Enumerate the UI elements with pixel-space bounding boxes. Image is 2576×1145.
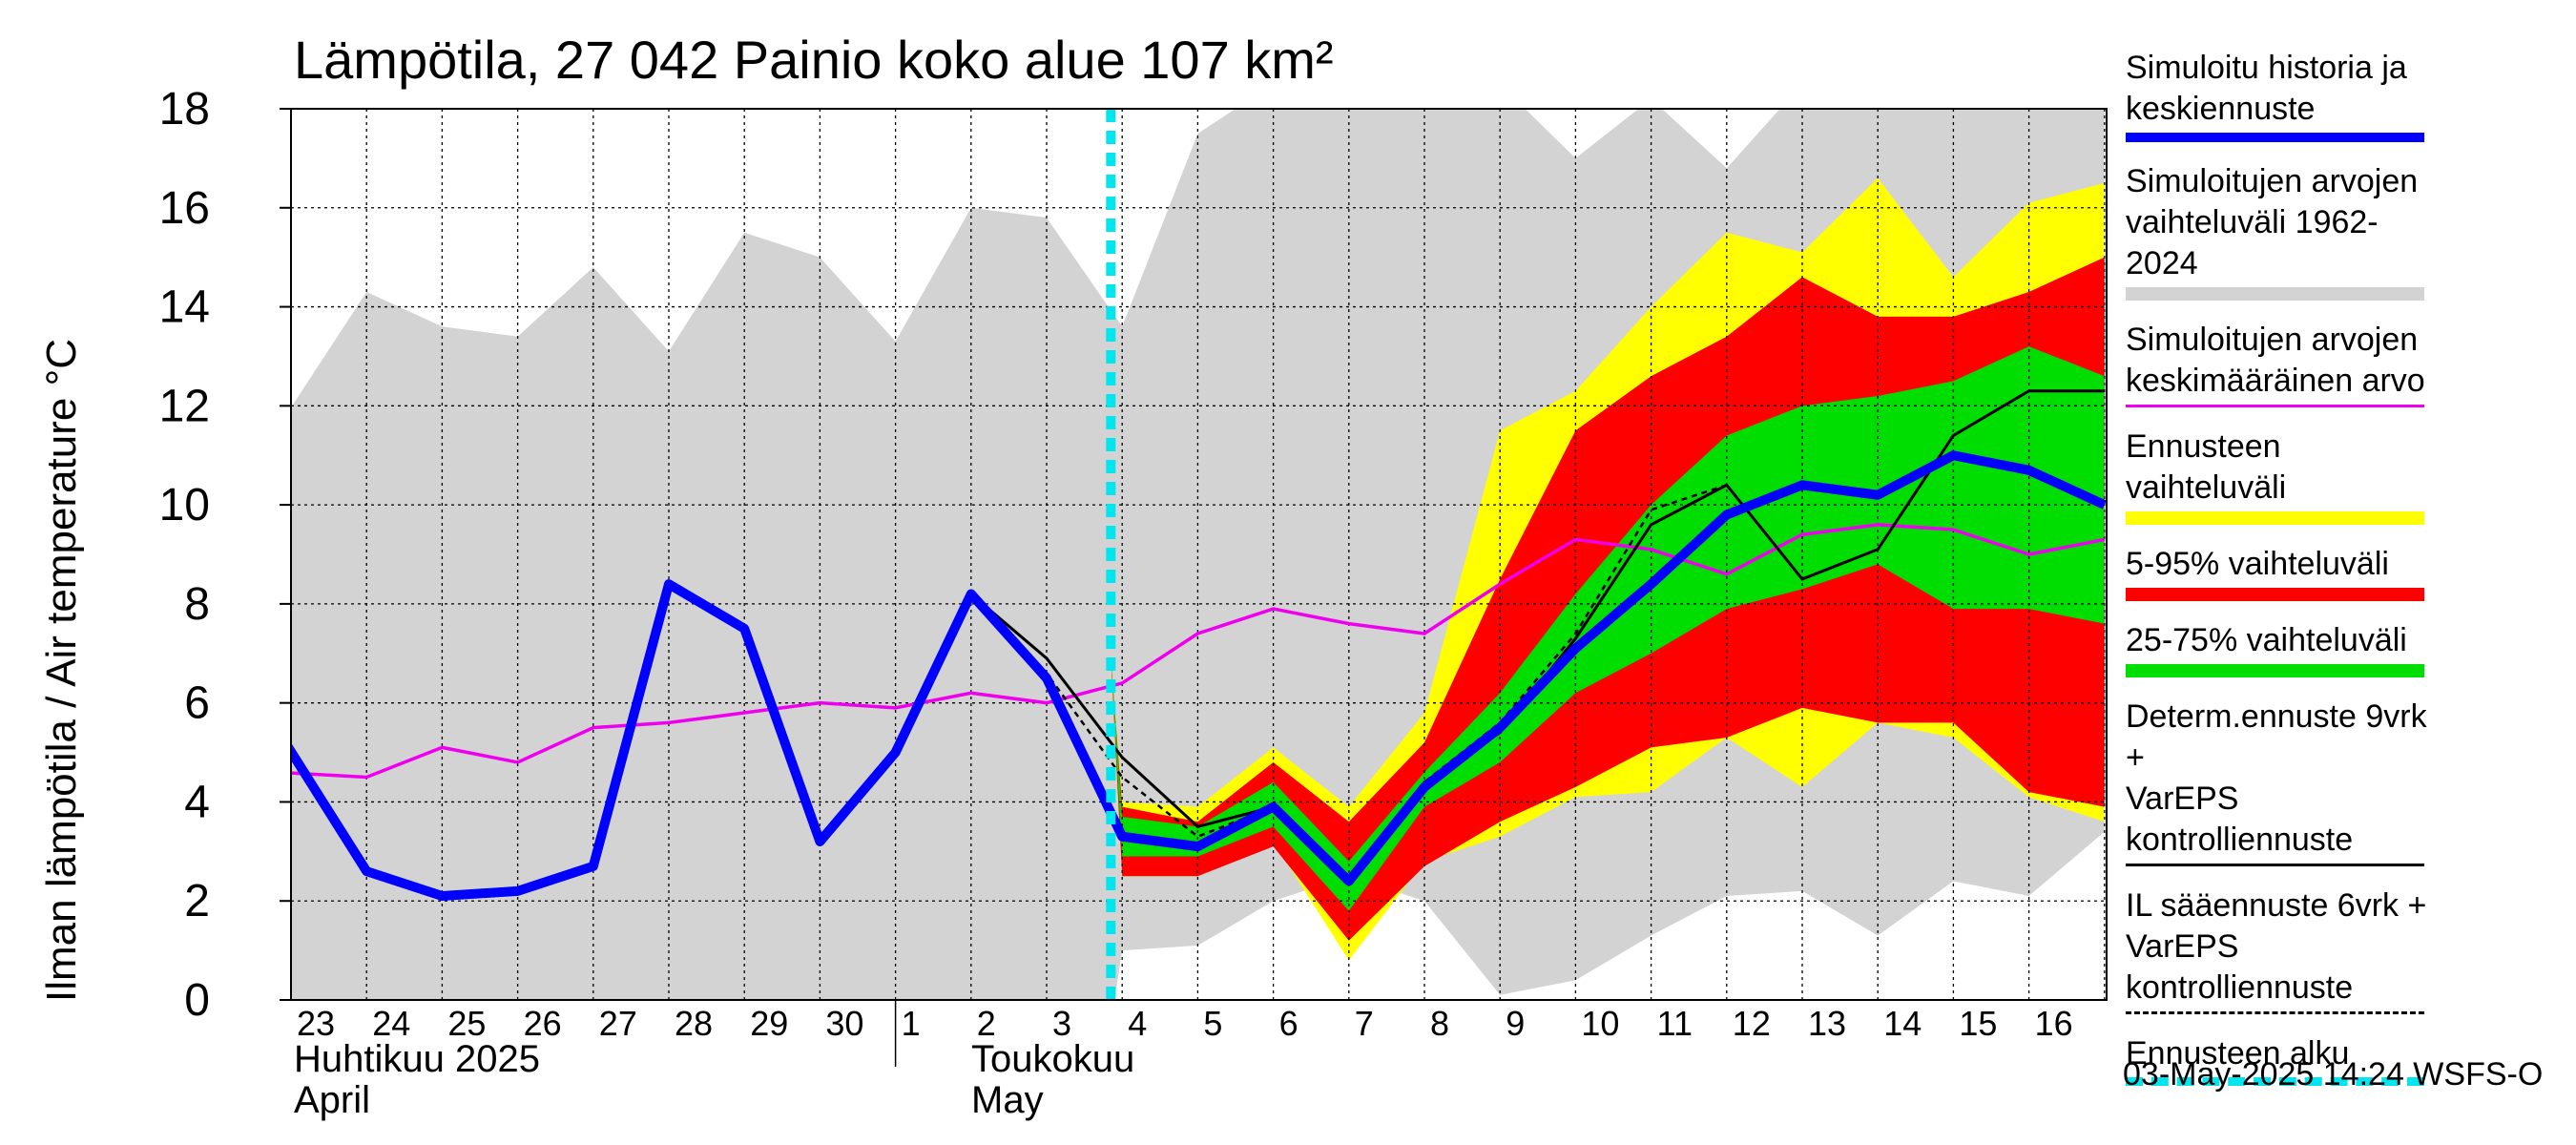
x-tick-label: 24 bbox=[372, 1004, 410, 1043]
legend-label: 25-75% vaihteluväli bbox=[2126, 622, 2407, 658]
legend-item: 25-75% vaihteluväli bbox=[2126, 620, 2441, 677]
y-tick-label: 6 bbox=[184, 678, 210, 729]
plot-area bbox=[291, 109, 2107, 1000]
x-tick-label: 1 bbox=[902, 1004, 921, 1043]
y-tick-label: 18 bbox=[159, 84, 210, 135]
y-tick-label: 2 bbox=[184, 876, 210, 926]
legend-label: IL sääennuste 6vrk + VarEPS kontrollienn… bbox=[2126, 887, 2427, 1006]
timestamp-footer: 03-May-2025 14:24 WSFS-O bbox=[2123, 1056, 2544, 1093]
x-tick-label: 12 bbox=[1733, 1004, 1771, 1043]
legend-swatch bbox=[2126, 287, 2424, 301]
y-axis-label: Ilman lämpötila / Air temperature °C bbox=[38, 339, 85, 1002]
legend-label: Ennusteen vaihteluväli bbox=[2126, 428, 2287, 506]
legend-item: Ennusteen vaihteluväli bbox=[2126, 427, 2441, 525]
legend-item: Ennusteen alku bbox=[2126, 1033, 2441, 1086]
legend-swatch bbox=[2126, 405, 2424, 407]
legend-swatch bbox=[2126, 511, 2424, 525]
legend-label: Simuloitujen arvojen vaihteluväli 1962-2… bbox=[2126, 163, 2419, 281]
legend-swatch bbox=[2126, 588, 2424, 601]
x-tick-label: 25 bbox=[447, 1004, 486, 1043]
legend-item: Simuloitujen arvojen vaihteluväli 1962-2… bbox=[2126, 161, 2441, 301]
chart-title: Lämpötila, 27 042 Painio koko alue 107 k… bbox=[294, 30, 1334, 90]
x-tick-label: 6 bbox=[1279, 1004, 1298, 1043]
legend-swatch bbox=[2126, 133, 2424, 142]
month-label-april-fi: Huhtikuu 2025 bbox=[294, 1038, 540, 1080]
x-tick-label: 13 bbox=[1808, 1004, 1846, 1043]
y-tick-label: 8 bbox=[184, 579, 210, 630]
y-tick-label: 4 bbox=[184, 777, 210, 827]
legend-item: Determ.ennuste 9vrk + VarEPS kontrollien… bbox=[2126, 697, 2441, 866]
legend: Simuloitu historia ja keskiennuste Simulo… bbox=[2126, 48, 2441, 1105]
x-tick-label: 15 bbox=[1959, 1004, 1997, 1043]
legend-label: Simuloitu historia ja keskiennuste bbox=[2126, 50, 2407, 127]
x-tick-label: 23 bbox=[297, 1004, 335, 1043]
month-label-april-en: April bbox=[294, 1079, 371, 1121]
legend-label: Determ.ennuste 9vrk + VarEPS kontrollien… bbox=[2126, 698, 2427, 858]
legend-label: Simuloitujen arvojen keskimääräinen arvo bbox=[2126, 322, 2425, 399]
x-tick-label: 29 bbox=[750, 1004, 788, 1043]
x-tick-label: 27 bbox=[599, 1004, 637, 1043]
legend-item: Simuloitu historia ja keskiennuste bbox=[2126, 48, 2441, 142]
x-tick-label: 8 bbox=[1430, 1004, 1449, 1043]
legend-item: 5-95% vaihteluväli bbox=[2126, 544, 2441, 601]
x-tick-label: 10 bbox=[1581, 1004, 1619, 1043]
y-tick-label: 10 bbox=[159, 480, 210, 531]
x-tick-label: 28 bbox=[675, 1004, 713, 1043]
legend-item: Simuloitujen arvojen keskimääräinen arvo bbox=[2126, 320, 2441, 407]
month-label-may-fi: Toukokuu bbox=[971, 1038, 1135, 1080]
legend-label: 5-95% vaihteluväli bbox=[2126, 546, 2389, 582]
legend-swatch bbox=[2126, 864, 2424, 866]
x-tick-label: 5 bbox=[1203, 1004, 1222, 1043]
y-tick-label: 0 bbox=[184, 975, 210, 1026]
month-label-may-en: May bbox=[971, 1079, 1044, 1121]
x-tick-label: 16 bbox=[2035, 1004, 2073, 1043]
y-tick-label: 16 bbox=[159, 183, 210, 234]
series-mean-line bbox=[291, 523, 2106, 780]
x-tick-label: 14 bbox=[1883, 1004, 1922, 1043]
plot-frame bbox=[290, 108, 2108, 1001]
series-simulated-line bbox=[291, 450, 2107, 902]
x-tick-label: 7 bbox=[1355, 1004, 1374, 1043]
legend-swatch bbox=[2126, 1077, 2424, 1086]
x-tick-label: 3 bbox=[1052, 1004, 1071, 1043]
x-tick-label: 9 bbox=[1506, 1004, 1525, 1043]
legend-swatch bbox=[2126, 664, 2424, 677]
x-tick-label: 11 bbox=[1657, 1004, 1693, 1043]
legend-label: Ennusteen alku bbox=[2126, 1035, 2350, 1072]
x-tick-label: 26 bbox=[524, 1004, 562, 1043]
legend-swatch bbox=[2126, 1011, 2424, 1014]
legend-item: IL sääennuste 6vrk + VarEPS kontrollienn… bbox=[2126, 885, 2441, 1014]
x-tick-label: 4 bbox=[1128, 1004, 1147, 1043]
y-tick-label: 12 bbox=[159, 381, 210, 431]
y-tick-label: 14 bbox=[159, 282, 210, 333]
x-tick-label: 2 bbox=[977, 1004, 996, 1043]
x-tick-label: 30 bbox=[825, 1004, 863, 1043]
